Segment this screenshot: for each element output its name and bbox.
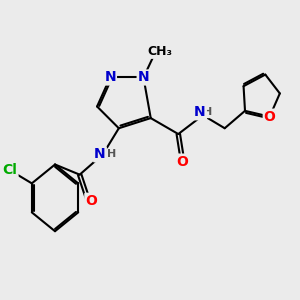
Text: H: H [203, 107, 212, 117]
Text: N: N [138, 70, 149, 85]
Text: O: O [177, 154, 189, 169]
Text: Cl: Cl [3, 163, 17, 177]
Text: O: O [85, 194, 97, 208]
Text: N: N [104, 70, 116, 85]
Text: H: H [107, 149, 116, 159]
Text: CH₃: CH₃ [147, 45, 172, 58]
Text: N: N [194, 105, 206, 119]
Text: O: O [264, 110, 276, 124]
Text: N: N [94, 147, 106, 161]
